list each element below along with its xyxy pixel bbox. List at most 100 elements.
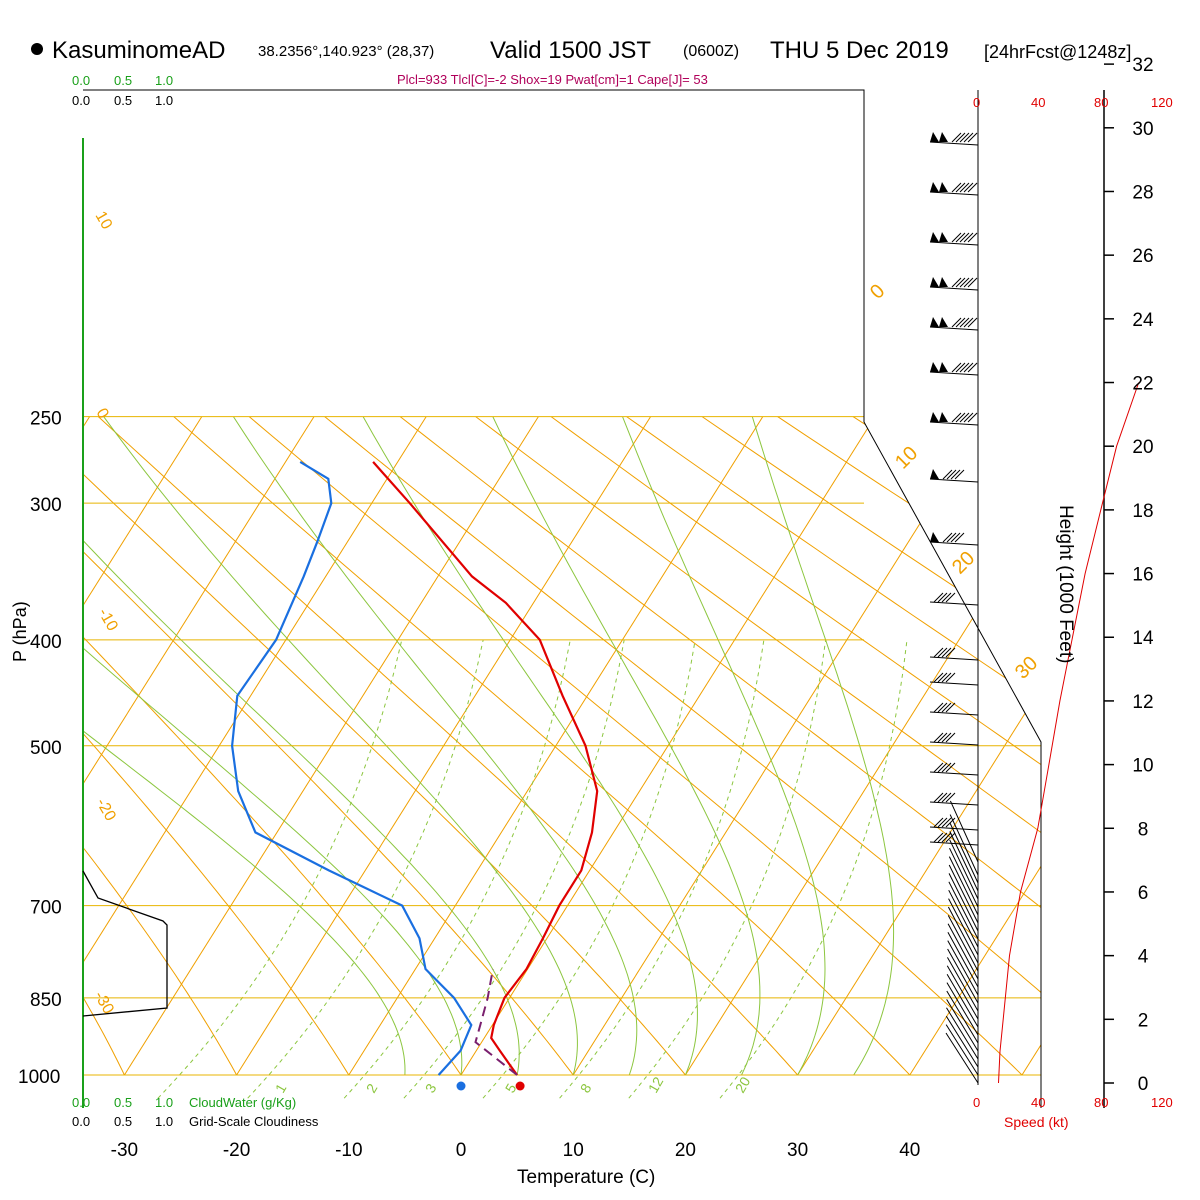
barb-feather	[933, 817, 944, 828]
pressure-tick-label: 400	[30, 632, 62, 653]
dry-adiabat-line	[83, 416, 125, 1076]
barb-staff	[929, 656, 979, 661]
cw-bot-0: 0.0	[72, 1095, 90, 1110]
wind-barb	[946, 1007, 979, 1060]
barb-feather	[963, 182, 974, 193]
frame-outline	[83, 89, 1042, 1108]
temperature-tick-label: 0	[456, 1140, 467, 1161]
wind-barb	[948, 856, 979, 916]
barb-staff	[929, 326, 979, 331]
barb-staff	[946, 990, 979, 1044]
speed-bot-40: 40	[1031, 1095, 1045, 1110]
height-tick-label: 0	[1138, 1074, 1149, 1095]
height-tick-label: 14	[1132, 628, 1154, 649]
wind-barb	[945, 1024, 979, 1076]
height-tick-label: 8	[1138, 819, 1149, 840]
barb-staff	[948, 881, 979, 940]
wind-barb	[949, 839, 979, 900]
barb-flag	[930, 362, 939, 372]
barb-feather	[937, 792, 948, 803]
barb-staff	[949, 800, 979, 863]
barb-staff	[929, 541, 979, 546]
mixing-ratio-line	[247, 639, 484, 1099]
barb-flag	[939, 132, 948, 142]
moist-adiabat-label: 30	[1011, 652, 1042, 683]
wind-barb	[929, 317, 979, 331]
speed-top-40: 40	[1031, 95, 1045, 110]
mixing-ratio-line	[403, 639, 625, 1099]
barb-staff	[929, 191, 979, 196]
barb-staff	[949, 831, 979, 892]
cw-top-0: 0.0	[72, 73, 90, 88]
barb-feather	[963, 132, 974, 143]
dry-adiabat-line	[173, 416, 911, 1076]
barb-feather	[951, 317, 962, 328]
barb-flag	[939, 412, 948, 422]
barb-feather	[933, 702, 944, 713]
barb-flag	[930, 132, 939, 142]
barb-feather	[933, 792, 944, 803]
wind-barb	[946, 973, 979, 1028]
dry-adiabat-label: -20	[93, 796, 119, 825]
thermo-grid	[0, 416, 1041, 1099]
barb-staff	[945, 1015, 979, 1068]
station-dot	[31, 43, 43, 55]
cc-top-0: 0.0	[72, 93, 90, 108]
barb-feather	[941, 832, 952, 843]
barb-feather	[942, 532, 953, 543]
height-tick-label: 24	[1132, 310, 1154, 331]
mixing-ratio-label: 1	[272, 1081, 290, 1096]
surface-temperature-dot	[515, 1081, 525, 1091]
speed-top-80: 80	[1094, 95, 1108, 110]
wind-barb	[929, 412, 979, 426]
wind-barb	[949, 831, 979, 892]
barb-feather	[959, 362, 970, 373]
dry-adiabat-line	[475, 416, 1041, 1076]
pressure-tick-label: 500	[30, 738, 62, 759]
barb-staff	[947, 923, 979, 980]
barb-staff	[949, 839, 979, 900]
barb-staff	[946, 999, 979, 1052]
barb-feather	[963, 412, 974, 423]
wind-barb	[929, 182, 979, 196]
barb-feather	[951, 232, 962, 243]
barb-staff	[947, 931, 979, 988]
barb-flag	[930, 277, 939, 287]
barb-feather	[941, 672, 952, 683]
moist-adiabat-line	[103, 416, 578, 1076]
forecast-info: [24hrFcst@1248z]	[984, 42, 1131, 62]
wind-barb	[949, 814, 979, 876]
barb-feather	[941, 762, 952, 773]
barb-staff	[929, 771, 979, 776]
temperature-tick-label: -10	[335, 1140, 362, 1161]
barb-flag	[930, 412, 939, 422]
utc-time: (0600Z)	[683, 43, 739, 60]
sounding-profiles	[230, 460, 599, 1076]
barb-staff	[929, 286, 979, 291]
speed-top-120: 120	[1151, 95, 1173, 110]
temperature-tick-label: 30	[787, 1140, 808, 1161]
speed-bot-120: 120	[1151, 1095, 1173, 1110]
barb-feather	[937, 817, 948, 828]
barb-feather	[951, 182, 962, 193]
wind-speed-line	[998, 382, 1140, 1084]
moist-adiabat-line	[492, 416, 761, 1076]
cw-top-05: 0.5	[114, 73, 132, 88]
barb-feather	[951, 362, 962, 373]
wind-barb	[948, 889, 979, 948]
cloudwater-label: CloudWater (g/Kg)	[189, 1095, 296, 1110]
mixing-ratio-line	[157, 639, 403, 1099]
barb-feather	[955, 317, 966, 328]
moist-adiabat-line	[622, 416, 826, 1076]
wind-barb	[929, 592, 979, 606]
dry-adiabat-label: -10	[95, 606, 121, 635]
barb-flag	[930, 232, 939, 242]
barb-feather	[945, 792, 956, 803]
wind-speed-profile	[998, 382, 1140, 1084]
mixing-ratio-line	[559, 639, 765, 1099]
wind-barb	[947, 940, 979, 996]
barb-feather	[955, 277, 966, 288]
barb-staff	[946, 973, 979, 1028]
dry-adiabat-line	[0, 417, 12, 1075]
